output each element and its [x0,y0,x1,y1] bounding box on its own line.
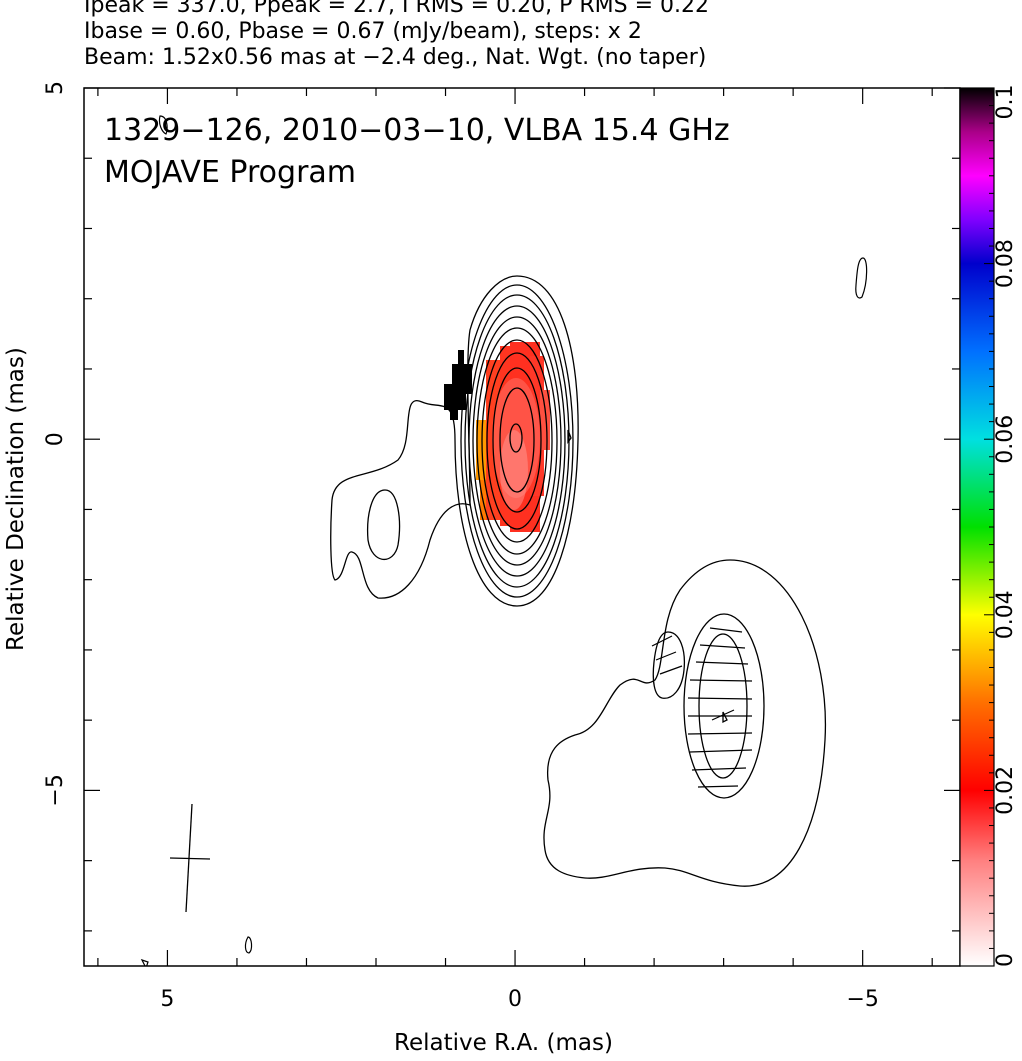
y-tick-label: −5 [43,774,68,806]
header-line-3: Beam: 1.52x0.56 mas at −2.4 deg., Nat. W… [84,45,707,70]
header-line-2: Ibase = 0.60, Pbase = 0.67 (mJy/beam), s… [84,19,642,44]
beam-cross [169,803,211,913]
colorbar-tick-label: 0.08 [993,239,1018,288]
colorbar-tick-label: 0.06 [993,415,1018,464]
chart-subtitle: MOJAVE Program [104,155,357,190]
colorbar-tick-label: 0 [993,953,1018,967]
colorbar-tick-label: 0.02 [993,766,1018,815]
x-tick-label: 5 [160,987,174,1012]
y-tick-label: 0 [43,432,68,446]
chart-title: 1329−126, 2010−03−10, VLBA 15.4 GHz [104,113,730,148]
header-line-1: Ipeak = 337.0, Ppeak = 2.7, I RMS = 0.20… [84,0,709,18]
colorbar-tick-label: 0.1 [993,85,1018,120]
colorbar-tick-label: 0.04 [993,590,1018,639]
x-axis-label: Relative R.A. (mas) [394,1030,613,1056]
noise-contours [140,115,868,966]
colorbar: 0 0.02 0.04 0.06 0.08 0.1 [959,85,1018,967]
y-tick-label: 5 [43,81,68,95]
axis-ticks: 5 0 −5 5 0 −5 [43,81,960,1012]
x-tick-label: 0 [508,987,522,1012]
evpa-vectors [651,627,753,788]
x-tick-label: −5 [846,987,878,1012]
y-axis-label: Relative Declination (mas) [3,347,29,651]
core-contours [330,275,579,607]
jet-contours [543,559,827,887]
